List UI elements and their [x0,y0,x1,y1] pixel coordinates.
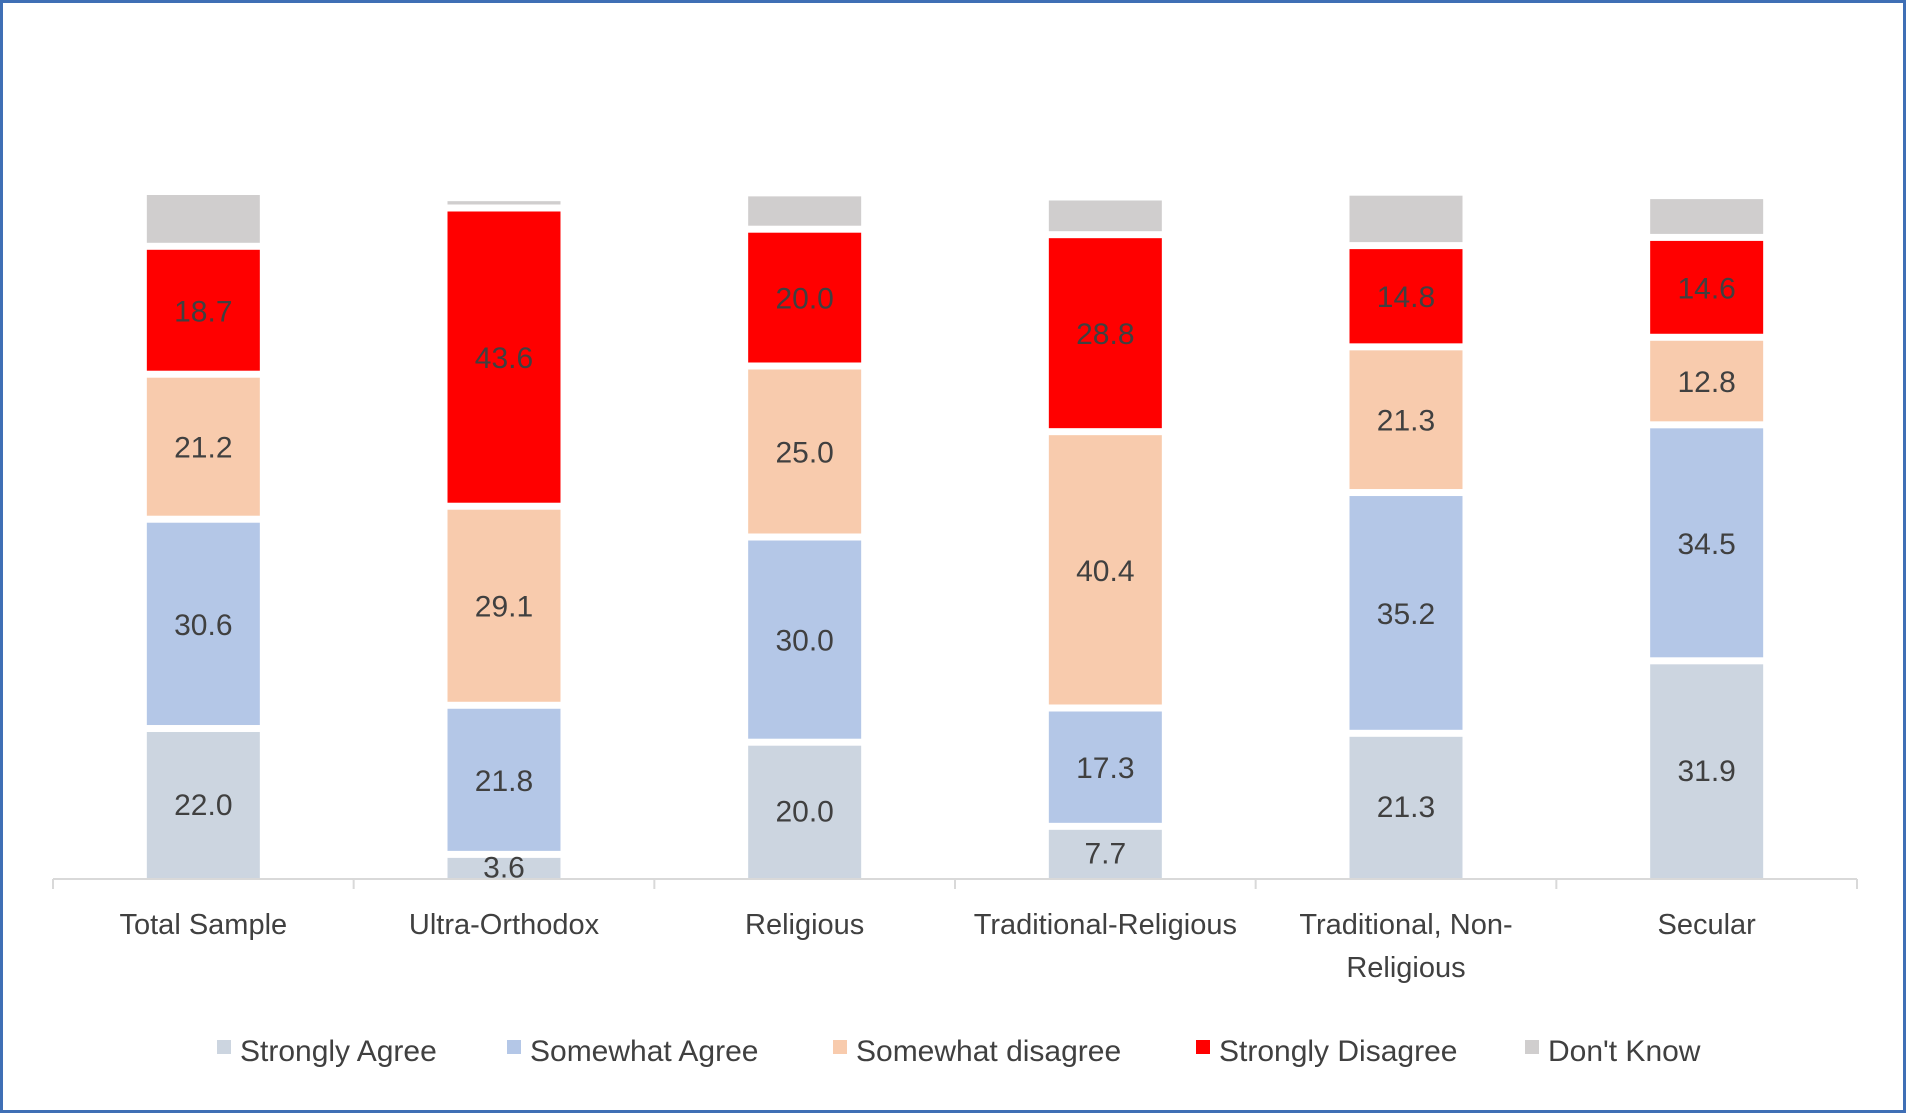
data-label-secular-somewhat-agree: 34.5 [1677,528,1735,561]
data-label-ultra-orthodox-strongly-agree: 3.6 [483,852,525,885]
bar-ultra-orthodox-somewhat-agree [447,708,561,851]
data-label-secular-somewhat-disagree: 12.8 [1677,366,1735,399]
data-label-traditional-non-religious-somewhat-agree: 35.2 [1377,598,1435,631]
bar-total-sample-strongly-disagree [146,249,260,371]
bar-secular-strongly-disagree [1650,240,1764,334]
bar-traditional-religious-strongly-disagree [1048,238,1162,429]
bar-traditional-non-religious-somewhat-disagree [1349,350,1463,490]
bars-layer [146,195,1764,879]
category-labels-layer: Total Sample Ultra-Orthodox Religious Tradi… [120,909,1757,984]
bar-ultra-orthodox-don-t-know [447,201,561,205]
legend-swatch-somewhat-disagree [833,1040,847,1054]
data-label-traditional-non-religious-somewhat-disagree: 21.3 [1377,405,1435,438]
data-label-total-sample-somewhat-disagree: 21.2 [174,432,232,465]
bar-secular-somewhat-disagree [1650,340,1764,422]
bar-traditional-religious-somewhat-agree [1048,711,1162,823]
bar-traditional-non-religious-somewhat-agree [1349,496,1463,730]
category-label-traditional-non-religious: Traditional, Non-Religious [1299,909,1512,984]
category-label-traditional-religious: Traditional-Religious [974,909,1237,941]
data-label-traditional-religious-strongly-disagree: 28.8 [1076,318,1134,351]
category-label-ultra-orthodox: Ultra-Orthodox [409,909,600,941]
data-label-total-sample-somewhat-agree: 30.6 [174,609,232,642]
bar-secular-strongly-agree [1650,664,1764,879]
data-label-secular-strongly-disagree: 14.6 [1677,272,1735,305]
data-label-religious-somewhat-agree: 30.0 [775,625,833,658]
data-labels-layer: 22.0 30.6 21.2 18.7 3.6 21.8 29.1 43.6 20.0 30.0 2… [174,272,1736,884]
bar-religious-don-t-know [748,196,862,226]
category-label-total-sample: Total Sample [120,909,288,941]
legend-label-somewhat-disagree: Somewhat disagree [856,1035,1121,1068]
legend-label-strongly-disagree: Strongly Disagree [1219,1035,1457,1068]
bar-traditional-non-religious-don-t-know [1349,195,1463,243]
category-label-secular: Secular [1658,909,1757,941]
data-label-ultra-orthodox-somewhat-disagree: 29.1 [475,591,533,624]
legend-swatch-don-t-know [1525,1040,1539,1054]
data-label-traditional-religious-somewhat-disagree: 40.4 [1076,555,1134,588]
data-label-total-sample-strongly-disagree: 18.7 [174,295,232,328]
legend-swatch-somewhat-agree [507,1040,521,1054]
bar-ultra-orthodox-strongly-disagree [447,211,561,503]
data-label-ultra-orthodox-strongly-disagree: 43.6 [475,342,533,375]
x-axis [52,878,1858,889]
legend-item-strongly-agree: Strongly Agree [217,1035,437,1068]
data-label-total-sample-strongly-agree: 22.0 [174,789,232,822]
legend-swatch-strongly-disagree [1196,1040,1210,1054]
bar-ultra-orthodox-strongly-agree [447,857,561,879]
data-label-traditional-religious-somewhat-agree: 17.3 [1076,752,1134,785]
data-label-traditional-non-religious-strongly-agree: 21.3 [1377,791,1435,824]
legend-item-strongly-disagree: Strongly Disagree [1196,1035,1457,1068]
legend-label-strongly-agree: Strongly Agree [240,1035,437,1068]
data-label-ultra-orthodox-somewhat-agree: 21.8 [475,765,533,798]
data-label-religious-somewhat-disagree: 25.0 [775,437,833,470]
legend-item-don-t-know: Don't Know [1525,1035,1701,1068]
bar-traditional-non-religious-strongly-disagree [1349,249,1463,344]
bar-secular-don-t-know [1650,199,1764,234]
legend: Strongly Agree Somewhat Agree Somewhat dis… [217,1035,1701,1068]
bar-traditional-religious-strongly-agree [1048,829,1162,879]
data-label-traditional-non-religious-strongly-disagree: 14.8 [1377,281,1435,314]
legend-item-somewhat-agree: Somewhat Agree [507,1035,758,1068]
legend-label-somewhat-agree: Somewhat Agree [530,1035,758,1068]
data-label-religious-strongly-disagree: 20.0 [775,283,833,316]
legend-item-somewhat-disagree: Somewhat disagree [833,1035,1121,1068]
bar-total-sample-strongly-agree [146,732,260,879]
legend-swatch-strongly-agree [217,1040,231,1054]
stacked-bar-chart: 22.0 30.6 21.2 18.7 3.6 21.8 29.1 43.6 20.0 30.0 2… [52,195,1858,1068]
bar-ultra-orthodox-somewhat-disagree [447,509,561,702]
category-label-religious: Religious [745,909,864,941]
bar-traditional-non-religious-strongly-agree [1349,736,1463,879]
legend-label-don-t-know: Don't Know [1548,1035,1701,1068]
bar-total-sample-somewhat-disagree [146,377,260,516]
data-label-secular-strongly-agree: 31.9 [1677,755,1735,788]
bar-religious-somewhat-agree [748,540,862,739]
bar-total-sample-don-t-know [146,195,260,243]
bar-traditional-religious-don-t-know [1048,200,1162,232]
data-label-traditional-religious-strongly-agree: 7.7 [1084,838,1126,871]
bar-religious-strongly-agree [748,745,862,879]
data-label-religious-strongly-agree: 20.0 [775,796,833,829]
bar-total-sample-somewhat-agree [146,522,260,726]
bar-secular-somewhat-agree [1650,428,1764,658]
bar-traditional-religious-somewhat-disagree [1048,435,1162,705]
bar-religious-somewhat-disagree [748,369,862,534]
bar-religious-strongly-disagree [748,232,862,363]
